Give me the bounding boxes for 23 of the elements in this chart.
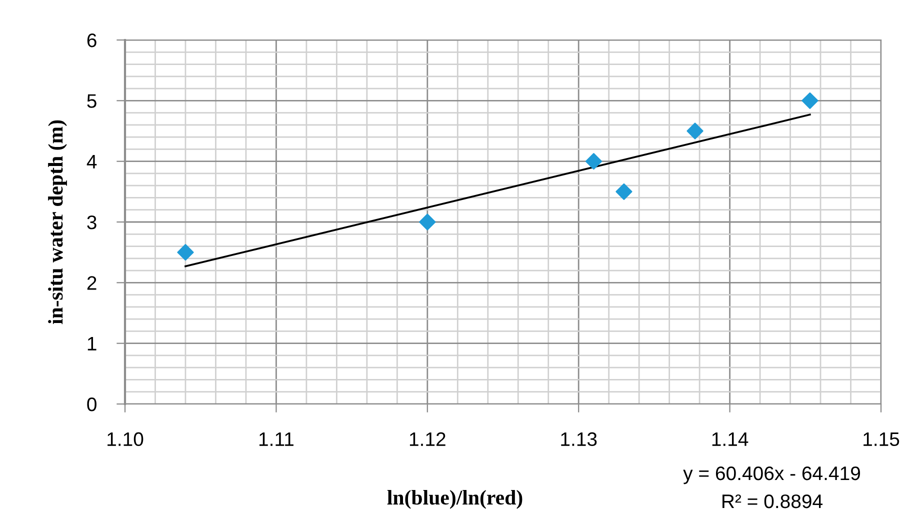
x-tick-label: 1.10 — [108, 432, 144, 446]
point — [616, 183, 632, 200]
x-tick-label: 1.11 — [259, 432, 294, 446]
x-axis-title: ln(blue)/ln(red) — [387, 490, 522, 509]
text: R² = 0.8894 — [722, 494, 823, 508]
y-tick-label: 6 — [87, 33, 96, 48]
x-tick-label: 1.12 — [410, 432, 446, 446]
x-tick-label: 1.14 — [712, 432, 748, 446]
point — [419, 214, 436, 230]
y-tick-label: 1 — [88, 337, 96, 350]
point — [585, 153, 602, 170]
y-tick-label: 5 — [87, 94, 96, 108]
x-tick-label: 1.15 — [864, 432, 900, 446]
point — [686, 122, 704, 140]
text: y = 60.406x - 64.419 — [683, 466, 860, 484]
x-tick-label: 1.13 — [561, 432, 597, 446]
y-tick-label: 3 — [87, 215, 96, 230]
y-tick-label: 0 — [87, 397, 96, 412]
point — [802, 92, 818, 109]
y-tick-label: 2 — [87, 276, 96, 290]
point — [177, 244, 194, 261]
y-axis-title: in-situ water depth (m) — [48, 120, 67, 324]
y-tick-label: 4 — [86, 155, 97, 168]
